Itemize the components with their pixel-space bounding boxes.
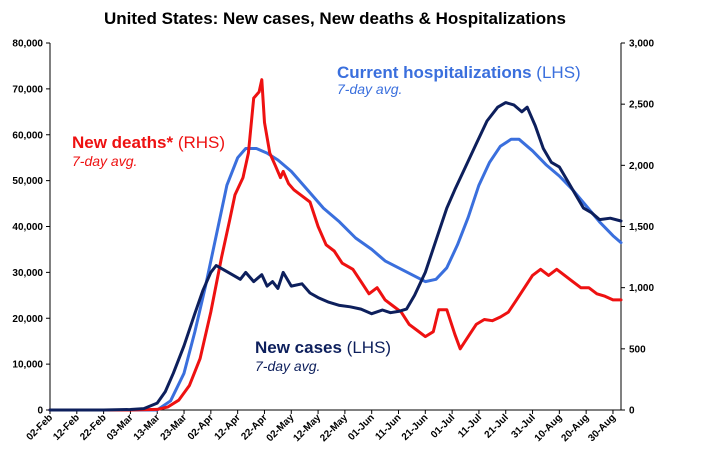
deaths-annotation-sub: 7-day avg.	[72, 153, 137, 169]
x-tick-label: 11-Jun	[373, 412, 403, 442]
left-tick-label: 10,000	[12, 360, 43, 371]
x-tick-label: 02-May	[265, 412, 297, 444]
left-tick-label: 70,000	[12, 84, 43, 95]
left-tick-label: 30,000	[12, 268, 43, 279]
x-tick-label: 21-Jul	[483, 412, 511, 440]
right-tick-label: 1,500	[629, 222, 654, 233]
series-layer	[48, 78, 623, 412]
x-tick-label: 22-May	[318, 412, 350, 444]
x-tick-label: 12-Feb	[51, 412, 82, 443]
right-tick-label: 3,000	[629, 39, 654, 50]
x-tick-label: 02-Feb	[25, 412, 56, 443]
x-tick-label: 30-Aug	[586, 412, 618, 444]
cases-annotation-axis: (LHS)	[342, 338, 391, 357]
x-tick-label: 11-Jul	[456, 412, 484, 440]
cases-annotation: New cases (LHS)	[255, 338, 391, 357]
cases-annotation-sub: 7-day avg.	[255, 358, 320, 374]
x-tick-label: 12-Apr	[213, 412, 243, 442]
hospitalizations-annotation-main: Current hospitalizations	[337, 63, 532, 82]
x-tick-label: 01-Jun	[346, 412, 377, 443]
hospitalizations-annotation-sub: 7-day avg.	[337, 81, 402, 97]
right-tick-label: 2,000	[629, 161, 654, 172]
right-tick-label: 2,500	[629, 100, 654, 111]
cases-annotation-main: New cases	[255, 338, 342, 357]
deaths-annotation-axis: (RHS)	[173, 133, 225, 152]
deaths-annotation-main: New deaths*	[72, 133, 173, 152]
x-tick-label: 23-Mar	[159, 412, 190, 443]
x-tick-label: 03-Mar	[105, 412, 136, 443]
deaths-series-line	[48, 78, 623, 412]
chart-title: United States: New cases, New deaths & H…	[104, 9, 566, 28]
right-tick-label: 0	[629, 406, 635, 417]
right-tick-label: 1,000	[629, 283, 654, 294]
left-tick-label: 0	[37, 406, 43, 417]
left-tick-label: 40,000	[12, 222, 43, 233]
x-tick-label: 02-Apr	[186, 412, 216, 442]
right-tick-label: 500	[629, 344, 646, 355]
x-tick-label: 01-Jul	[429, 412, 457, 440]
axes: 0 10,000 20,000 30,000 40,000 50,000 60,000 70,…	[12, 39, 654, 445]
left-tick-label: 80,000	[12, 39, 43, 50]
x-tick-label: 13-Mar	[132, 412, 163, 443]
x-tick-label: 20-Aug	[560, 412, 592, 444]
x-tick-label: 10-Aug	[533, 412, 565, 444]
left-tick-label: 50,000	[12, 176, 43, 187]
left-tick-label: 60,000	[12, 130, 43, 141]
deaths-annotation: New deaths* (RHS)	[72, 133, 225, 152]
x-tick-label: 22-Feb	[78, 412, 109, 443]
x-tick-label: 12-May	[291, 412, 323, 444]
x-tick-label: 21-Jun	[400, 412, 431, 443]
hospitalizations-annotation: Current hospitalizations (LHS)	[337, 63, 581, 82]
cases-series-line	[48, 101, 623, 412]
hospitalizations-series-line	[48, 137, 623, 412]
hospitalizations-annotation-axis: (LHS)	[532, 63, 581, 82]
left-tick-label: 20,000	[12, 314, 43, 325]
